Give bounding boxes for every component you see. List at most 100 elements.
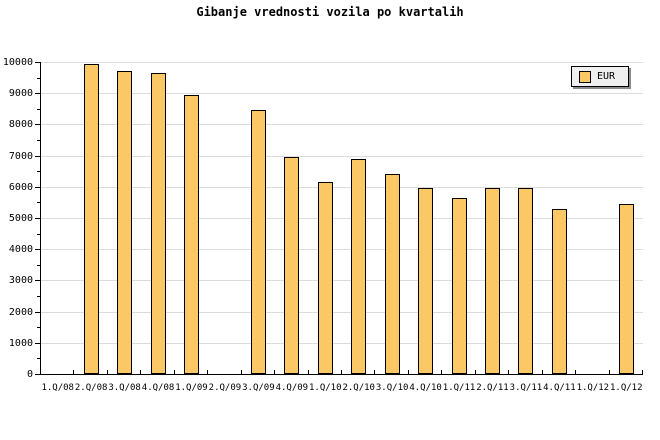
bar: [552, 209, 567, 374]
gridline: [41, 280, 643, 282]
x-axis-tick: [107, 370, 108, 374]
x-axis-tick: [341, 370, 342, 374]
x-axis-tick: [274, 370, 275, 374]
bar: [184, 95, 199, 374]
gridline: [41, 93, 643, 95]
y-axis-major-tick: [35, 311, 40, 313]
x-axis-tick: [475, 370, 476, 374]
y-axis-minor-tick: [37, 202, 40, 204]
x-axis-tick: [40, 370, 41, 374]
bar: [251, 110, 266, 374]
x-tick-label: 3.Q/09: [242, 383, 275, 393]
x-tick-label: 1.Q/12: [610, 383, 643, 393]
x-axis-tick: [508, 370, 509, 374]
y-tick-label: 5000: [8, 213, 33, 224]
y-axis-minor-tick: [37, 140, 40, 141]
x-tick-label: 3.Q/10: [375, 383, 409, 393]
legend-swatch-icon: [579, 70, 591, 83]
y-axis-line: [40, 62, 41, 375]
bar: [518, 188, 533, 374]
gridline: [41, 218, 643, 219]
x-tick-label: 2.Q/09: [208, 383, 242, 393]
y-tick-label: 10000: [2, 57, 33, 68]
x-axis-tick: [374, 370, 375, 374]
bar: [351, 159, 366, 374]
gridline: [41, 124, 643, 126]
y-tick-label: 2000: [8, 306, 33, 318]
y-axis-minor-tick: [37, 358, 40, 360]
y-axis-major-tick: [35, 155, 40, 157]
chart-title: Gibanje vrednosti vozila po kvartalih: [196, 5, 464, 19]
x-tick-label: 2.Q/11: [476, 383, 509, 393]
y-tick-label: 8000: [8, 119, 33, 131]
x-tick-label: 4.Q/08: [141, 383, 175, 393]
x-axis-tick: [408, 370, 409, 374]
bar: [385, 174, 400, 374]
x-axis-tick: [73, 370, 74, 374]
x-axis-tick: [575, 370, 576, 374]
y-axis-minor-tick: [37, 296, 40, 297]
x-tick-label: 2.Q/08: [74, 383, 108, 393]
bar: [284, 157, 299, 374]
y-axis-major-tick: [35, 62, 40, 63]
x-axis-tick: [308, 370, 309, 374]
y-tick-label: 4000: [8, 244, 33, 256]
x-axis-tick: [609, 370, 610, 374]
x-tick-label: 3.Q/08: [108, 383, 141, 393]
y-axis-major-tick: [35, 374, 40, 375]
x-tick-label: 1.Q/11: [442, 383, 476, 393]
x-axis-tick: [174, 370, 175, 374]
x-tick-label: 1.Q/12: [576, 383, 610, 393]
y-axis-major-tick: [35, 249, 40, 251]
y-axis-major-tick: [35, 342, 40, 344]
x-axis-tick: [441, 370, 442, 374]
gridline: [41, 62, 643, 63]
y-axis-minor-tick: [37, 171, 40, 173]
y-axis-minor-tick: [37, 264, 40, 266]
gridline: [41, 249, 643, 251]
y-tick-label: 7000: [8, 150, 33, 162]
x-tick-label: 1.Q/08: [41, 383, 74, 393]
y-axis-minor-tick: [37, 77, 40, 79]
gridline: [41, 155, 643, 157]
x-axis-tick: [241, 370, 242, 374]
y-axis-minor-tick: [37, 233, 40, 235]
bar: [452, 198, 467, 374]
x-tick-label: 4.Q/10: [409, 383, 442, 393]
y-tick-label: 6000: [8, 181, 33, 193]
y-tick-label: 3000: [8, 275, 33, 287]
x-axis-tick: [140, 370, 141, 374]
y-axis-major-tick: [35, 280, 40, 282]
y-axis-minor-tick: [37, 108, 40, 110]
bar: [318, 182, 333, 374]
x-tick-label: 4.Q/11: [543, 383, 576, 393]
gridline: [41, 311, 643, 313]
x-axis-tick: [207, 370, 208, 374]
legend-label: EUR: [597, 70, 616, 82]
y-axis-major-tick: [35, 93, 40, 95]
y-axis-minor-tick: [37, 327, 40, 329]
gridline: [41, 342, 643, 344]
x-tick-label: 4.Q/09: [275, 383, 309, 393]
y-tick-label: 1000: [8, 337, 33, 349]
x-tick-label: 1.Q/10: [309, 383, 342, 393]
x-axis-tick: [642, 370, 643, 374]
bar: [619, 204, 634, 374]
bar: [151, 73, 166, 374]
bar: [418, 188, 433, 374]
x-axis-tick: [542, 370, 543, 374]
y-axis-major-tick: [35, 218, 40, 219]
x-axis-line: [40, 374, 643, 375]
x-tick-label: 2.Q/10: [342, 383, 375, 393]
y-axis-major-tick: [35, 124, 40, 126]
y-tick-label: 0: [26, 369, 33, 380]
legend-box: EUR: [571, 66, 629, 87]
gridline: [41, 186, 643, 188]
bar: [117, 71, 132, 374]
y-tick-label: 9000: [8, 88, 33, 100]
y-axis-major-tick: [35, 186, 40, 188]
bar: [485, 188, 500, 374]
x-tick-label: 3.Q/11: [509, 383, 543, 393]
bar: [84, 64, 99, 374]
